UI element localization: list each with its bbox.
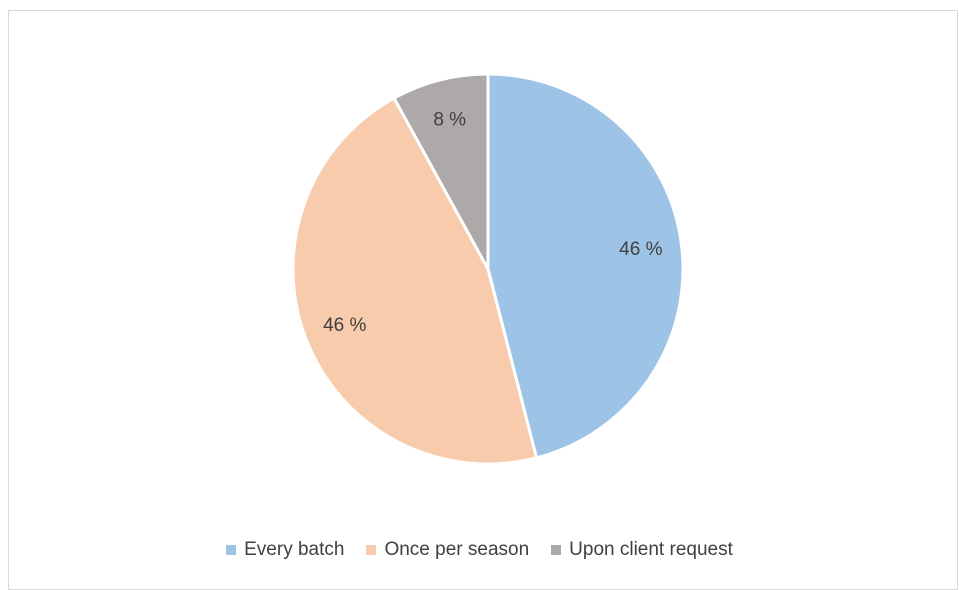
legend-swatch-every-batch (226, 545, 237, 555)
data-label-every-batch: 46 % (619, 239, 662, 260)
legend-swatch-once-per-season (366, 545, 377, 555)
pie-data-labels: 46 % 46 % 8 % (323, 109, 662, 336)
legend-swatch-upon-client-request (551, 545, 562, 555)
legend-item-upon-client-request: Upon client request (551, 539, 733, 561)
legend-label-upon-client-request: Upon client request (569, 539, 733, 560)
data-label-once-per-season: 46 % (323, 315, 366, 336)
pie-slice-upon-client-request (392, 72, 490, 271)
pie-chart: 46 % 46 % 8 % (291, 72, 685, 466)
pie-slices (291, 72, 685, 466)
data-label-upon-client-request: 8 % (433, 109, 466, 130)
legend-label-once-per-season: Once per season (384, 539, 530, 560)
legend: Every batch Once per season Upon client … (0, 536, 959, 564)
legend-item-every-batch: Every batch (226, 539, 344, 561)
legend-label-every-batch: Every batch (244, 539, 345, 560)
pie-slice-every-batch (486, 72, 685, 460)
legend-item-once-per-season: Once per season (366, 539, 529, 561)
pie-slice-once-per-season (291, 96, 538, 466)
